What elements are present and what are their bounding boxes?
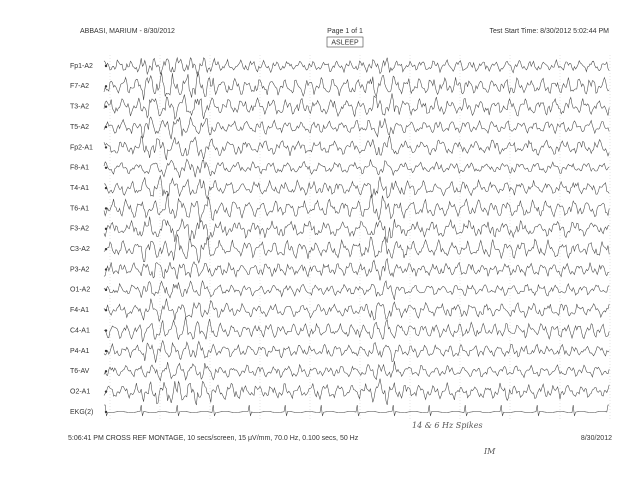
eeg-trace — [104, 404, 610, 417]
channel-label: C3-A2 — [70, 246, 90, 253]
handwritten-initials: IM — [483, 447, 496, 456]
electrode-dot — [104, 166, 108, 169]
electrode-dot — [104, 309, 108, 312]
eeg-trace — [103, 56, 610, 78]
eeg-trace — [103, 257, 610, 281]
eeg-trace — [103, 134, 610, 161]
channel-label: O2-A1 — [70, 388, 90, 395]
channel-label: EKG(2) — [70, 409, 93, 416]
channel-label: F7-A2 — [70, 83, 89, 90]
eeg-trace — [103, 71, 610, 101]
electrode-dot — [104, 349, 108, 353]
footer-settings: 5:06:41 PM CROSS REF MONTAGE, 10 secs/sc… — [68, 435, 359, 442]
eeg-trace — [103, 193, 610, 223]
channel-label: Fp1-A2 — [70, 63, 93, 70]
eeg-trace — [103, 158, 610, 178]
footer-date: 8/30/2012 — [581, 435, 612, 442]
eeg-trace — [103, 279, 610, 300]
page-number: Page 1 of 1 — [327, 28, 363, 35]
eeg-trace — [103, 316, 610, 343]
channel-label: P3-A2 — [70, 266, 90, 273]
eeg-trace — [103, 361, 610, 382]
eeg-trace — [103, 174, 610, 200]
channel-label: O1-A2 — [70, 287, 90, 294]
state-label: ASLEEP — [331, 39, 359, 46]
electrode-dot — [104, 146, 108, 149]
test-start-time: Test Start Time: 8/30/2012 5:02:44 PM — [490, 28, 610, 35]
electrode-dot — [104, 105, 108, 108]
channel-label: T5-A2 — [70, 124, 89, 131]
channel-label: T6-AV — [70, 368, 90, 375]
channel-label: T3-A2 — [70, 104, 89, 111]
channel-label: C4-A1 — [70, 327, 90, 334]
eeg-trace — [103, 233, 610, 264]
electrode-dot — [104, 85, 108, 88]
eeg-trace — [103, 116, 610, 140]
handwritten-note: 14 & 6 Hz Spikes — [412, 421, 483, 430]
eeg-trace — [103, 378, 610, 406]
patient-name: ABBASI, MARIUM - 8/30/2012 — [80, 28, 175, 35]
channel-label: T4-A1 — [70, 185, 89, 192]
channel-label: T6-A1 — [70, 205, 89, 212]
channel-label: F4-A1 — [70, 307, 89, 314]
electrode-dot — [104, 207, 108, 210]
eeg-trace — [103, 93, 610, 120]
eeg-trace — [103, 339, 610, 363]
eeg-trace — [103, 216, 610, 243]
traces: Fp1-A2 F7-A2 T3-A2 T5-A2 Fp2-A1 F8-A1 T4-A1 T6-… — [70, 55, 611, 420]
channel-label: Fp2-A1 — [70, 144, 93, 151]
channel-label: F8-A1 — [70, 165, 89, 172]
channel-label: P4-A1 — [70, 348, 90, 355]
state-box — [326, 36, 364, 48]
channel-label: F3-A2 — [70, 226, 89, 233]
eeg-trace — [103, 298, 610, 322]
